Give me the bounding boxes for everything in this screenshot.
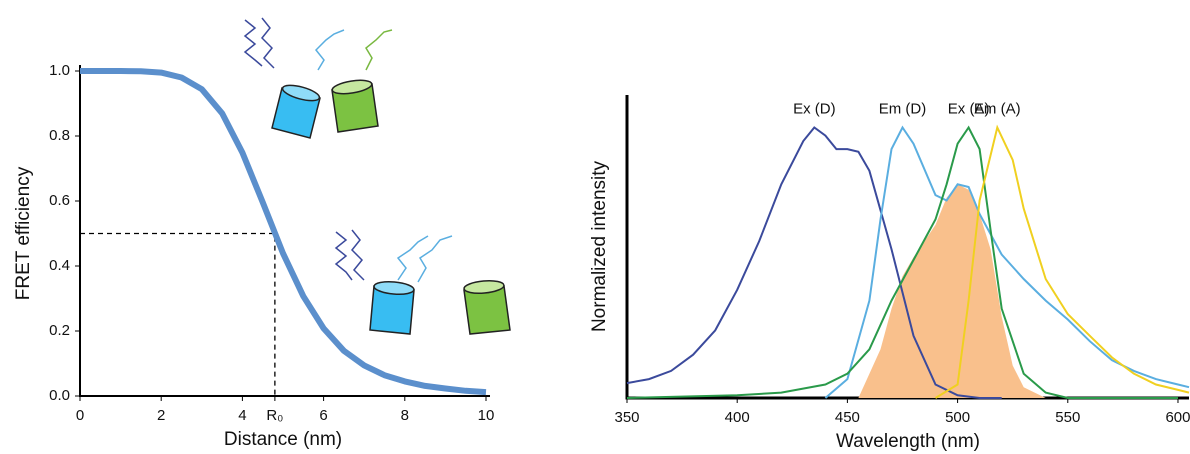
series-label: Em (D): [879, 100, 927, 117]
y-tick-label: 1.0: [49, 62, 70, 79]
overlap-area: [858, 184, 1045, 398]
y-axis-title: Normalized intensity: [589, 160, 610, 332]
decor-fret-close: [245, 18, 392, 138]
y-tick-label: 0.4: [49, 257, 70, 274]
x-tick-label: 400: [725, 409, 750, 426]
x-tick-label: 500: [945, 409, 970, 426]
x-tick-label: 4: [238, 407, 246, 424]
y-tick-label: 0.8: [49, 127, 70, 144]
x-tick-label: 550: [1055, 409, 1080, 426]
x-tick-label: 6: [319, 407, 327, 424]
x-tick-label: 8: [401, 407, 409, 424]
series-label: Em (A): [974, 100, 1021, 117]
y-tick-label: 0.0: [49, 387, 70, 404]
x-tick-label: 450: [835, 409, 860, 426]
decor-fret-far: [336, 230, 510, 334]
y-tick-label: 0.2: [49, 322, 70, 339]
x-tick-label: R₀: [266, 407, 283, 424]
x-axis-title: Distance (nm): [224, 429, 342, 450]
y-axis-title: FRET efficiency: [13, 166, 34, 300]
figure: 0 2 4 R₀ 6 8 10 0.0 0.2 0.4 0.6 0.8 1.0 Distance (nm)…: [0, 0, 1190, 454]
x-tick-label: 0: [76, 407, 84, 424]
guide-line: [80, 234, 275, 397]
x-tick-label: 10: [478, 407, 495, 424]
x-tick-label: 2: [157, 407, 165, 424]
series-label: Ex (D): [793, 100, 836, 117]
x-tick-label: 600: [1165, 409, 1190, 426]
x-axis-title: Wavelength (nm): [836, 431, 980, 452]
y-tick-label: 0.6: [49, 192, 70, 209]
x-tick-label: 350: [614, 409, 639, 426]
